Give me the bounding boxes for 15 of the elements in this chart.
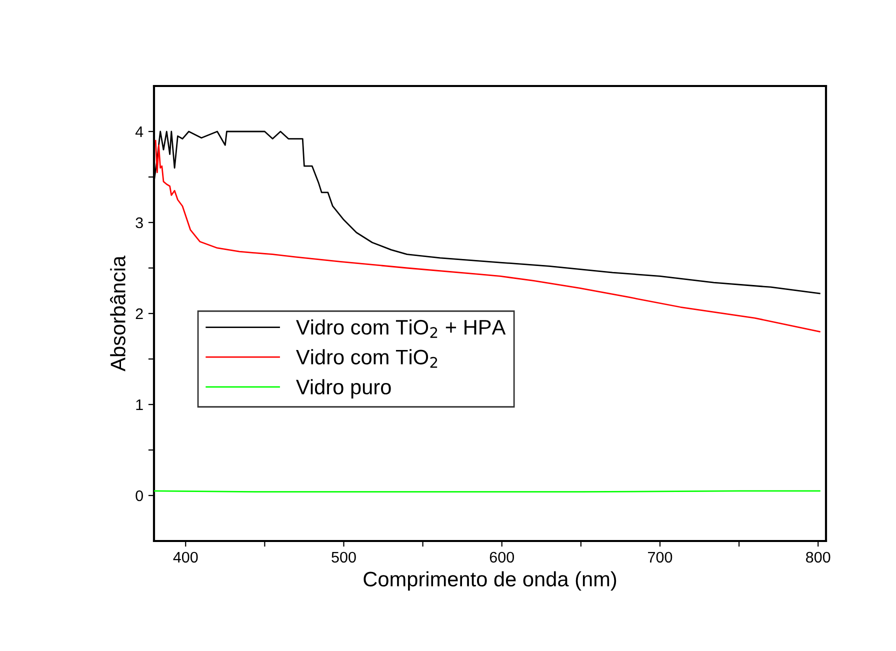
- legend-label: Vidro com TiO$_{2}$ + HPA: [296, 319, 506, 338]
- y-axis-title: Absorbância: [110, 256, 126, 372]
- x-tick-label: 400: [173, 552, 198, 563]
- y-tick-label: 3: [136, 217, 143, 228]
- y-tick-label: 1: [136, 400, 143, 410]
- x-tick-label: 600: [490, 552, 514, 563]
- x-axis-title: Comprimento de onda (nm): [364, 571, 616, 591]
- y-tick-label: 2: [136, 308, 143, 320]
- y-tick-label: 0: [136, 490, 143, 502]
- x-tick-label: 800: [806, 552, 830, 563]
- x-tick-label: 700: [648, 552, 672, 563]
- y-tick-label: 4: [135, 126, 144, 138]
- x-tick-label: 500: [332, 552, 356, 563]
- legend-label: Vidro com TiO$_{2}$: [296, 349, 438, 368]
- legend-label: Vidro puro: [296, 379, 391, 399]
